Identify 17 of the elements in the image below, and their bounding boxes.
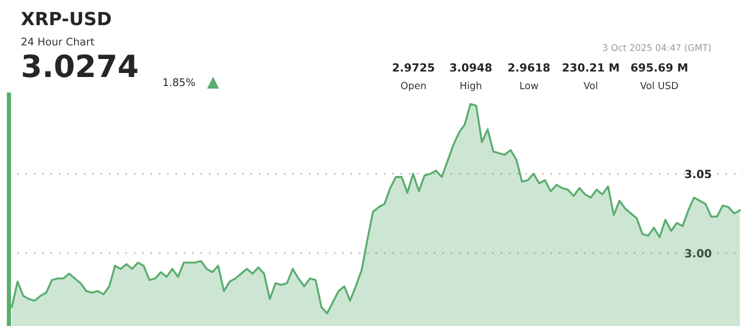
text: 2.9725: [392, 63, 434, 72]
text: 3.0274: [22, 54, 138, 78]
text: 3.0948: [450, 63, 492, 72]
text: Vol USD: [640, 82, 678, 90]
text: High: [460, 82, 482, 92]
text: 3 Oct 2025 04:47 (GMT): [603, 44, 711, 52]
y-tick-label: 3.00: [685, 249, 712, 258]
text: 2.9618: [508, 63, 550, 72]
chart-subtitle: 24 Hour Chart: [22, 37, 94, 46]
text: 230.21 M: [562, 63, 619, 72]
text: 695.69 M: [631, 63, 688, 72]
text: Open: [401, 82, 426, 92]
text: Vol: [584, 82, 598, 90]
text: 1.85%: [164, 78, 195, 86]
text: Low: [520, 82, 538, 90]
chart-title: XRP-USD: [21, 12, 111, 26]
y-tick-label: 3.05: [685, 170, 712, 178]
